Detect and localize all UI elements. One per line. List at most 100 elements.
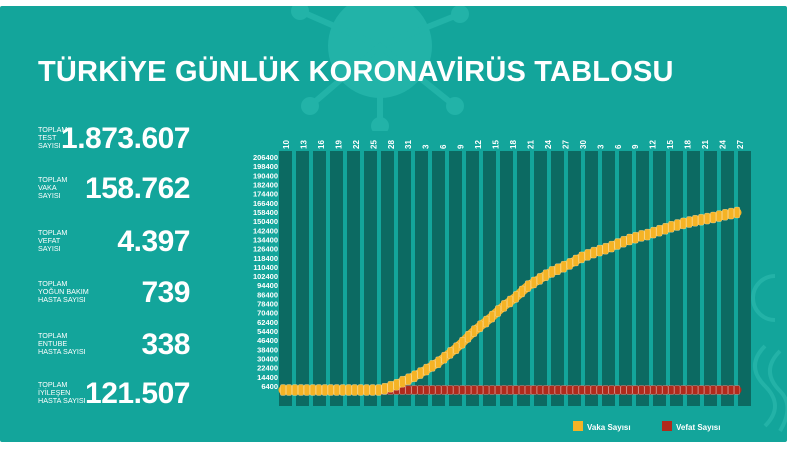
- vaka-point: [716, 210, 722, 222]
- vaka-point: [686, 216, 693, 228]
- vefat-point: [495, 385, 501, 395]
- grid-column-bar: [296, 151, 309, 406]
- vaka-point: [614, 238, 621, 250]
- x-tick-label: 3: [596, 144, 605, 149]
- x-tick-label: 12: [649, 140, 658, 149]
- y-tick-label: 30400: [257, 355, 278, 364]
- grid-column-bar: [602, 151, 615, 406]
- y-tick-label: 110400: [253, 263, 278, 272]
- vaka-point: [572, 254, 579, 267]
- vaka-point: [405, 373, 412, 385]
- y-tick-label: 46400: [257, 336, 278, 345]
- x-tick-label: 21: [701, 140, 710, 149]
- vefat-point: [614, 385, 621, 395]
- y-tick-label: 94400: [257, 281, 278, 290]
- y-tick-label: 174400: [253, 190, 278, 199]
- vefat-point: [411, 385, 418, 395]
- vaka-point: [501, 300, 507, 312]
- vefat-point: [674, 385, 681, 395]
- vefat-point: [560, 385, 567, 395]
- stat-yogun-bakim-label: TOPLAM YOĞUN BAKIM HASTA SAYISI: [38, 279, 89, 304]
- y-tick-label: 14400: [257, 373, 278, 382]
- vaka-point: [548, 266, 555, 278]
- vefat-point: [680, 385, 687, 395]
- x-tick-label: 15: [492, 140, 501, 149]
- page-title: TÜRKİYE GÜNLÜK KORONAVİRÜS TABLOSU: [38, 56, 674, 88]
- grid-column-bar: [483, 151, 496, 406]
- stat-vaka-value: 158.762: [85, 172, 190, 205]
- vefat-point: [596, 385, 603, 395]
- vaka-point: [513, 291, 519, 303]
- vaka-point: [327, 384, 334, 396]
- grid-column-bar: [585, 151, 598, 406]
- grid-column-bar: [653, 151, 666, 406]
- vaka-point: [465, 331, 472, 343]
- x-tick-label: 24: [544, 140, 553, 149]
- y-tick-label: 38400: [257, 345, 278, 354]
- y-tick-label: 158400: [253, 208, 278, 217]
- vaka-point: [435, 356, 442, 368]
- vefat-point: [716, 385, 722, 395]
- y-tick-label: 102400: [253, 272, 278, 281]
- x-tick-label: 9: [457, 144, 466, 149]
- vaka-point: [369, 384, 376, 396]
- vefat-point: [459, 385, 466, 395]
- vaka-point: [698, 213, 705, 226]
- vefat-point: [566, 385, 573, 395]
- grid-column-bar: [398, 151, 411, 406]
- vefat-point: [578, 385, 585, 395]
- grid-column-bar: [721, 151, 734, 406]
- vaka-point: [525, 280, 531, 292]
- y-tick-label: 166400: [253, 199, 278, 208]
- vaka-point: [662, 223, 669, 235]
- y-tick-label: 150400: [253, 217, 278, 226]
- vefat-point: [441, 385, 448, 395]
- stat-yogun-bakim-value: 739: [141, 276, 190, 309]
- vaka-point: [381, 383, 388, 395]
- grid-column-bar: [347, 151, 360, 406]
- vefat-point: [572, 385, 579, 395]
- x-tick-label: 15: [666, 140, 675, 149]
- vaka-point: [704, 212, 711, 225]
- vaka-point: [554, 263, 561, 275]
- y-tick-label: 70400: [257, 309, 278, 318]
- vaka-point: [453, 342, 460, 354]
- x-tick-label: 22: [352, 140, 361, 149]
- legend-label-vefat: Vefat Sayısı: [676, 423, 720, 432]
- grid-column-bar: [704, 151, 717, 406]
- vefat-point: [638, 385, 645, 395]
- y-tick-label: 198400: [253, 162, 278, 171]
- vefat-point: [519, 385, 525, 395]
- vaka-point: [393, 379, 400, 391]
- vaka-point: [692, 215, 699, 227]
- x-tick-label: 28: [387, 140, 396, 149]
- y-tick-label: 54400: [257, 327, 278, 336]
- vefat-point: [668, 385, 675, 395]
- vaka-point: [298, 384, 304, 396]
- stat-iyilesen: TOPLAM İYİLEŞEN HASTA SAYISI 121.507: [38, 369, 190, 411]
- vaka-point: [309, 384, 316, 396]
- stat-test: TOPLAM TEST SAYISI 1.873.607: [38, 114, 190, 156]
- vaka-point: [620, 235, 627, 248]
- vefat-point: [501, 385, 507, 395]
- stat-test-label: TOPLAM TEST SAYISI: [38, 125, 68, 150]
- grid-column-bar: [568, 151, 581, 406]
- vaka-point: [286, 384, 292, 396]
- vefat-point: [608, 385, 615, 395]
- vefat-point: [429, 385, 436, 395]
- vaka-point: [423, 363, 430, 376]
- grid-column-bar: [279, 151, 292, 406]
- y-tick-label: 126400: [253, 245, 278, 254]
- stat-vefat: TOPLAM VEFAT SAYISI 4.397: [38, 217, 190, 259]
- vaka-point: [345, 384, 352, 396]
- vaka-point: [710, 211, 717, 224]
- vefat-point: [471, 385, 478, 395]
- x-tick-label: 18: [509, 140, 518, 149]
- x-tick-label: 6: [439, 144, 448, 149]
- vaka-point: [351, 384, 358, 396]
- y-tick-label: 182400: [253, 180, 278, 189]
- vefat-point: [704, 385, 711, 395]
- vaka-point: [333, 384, 340, 396]
- infographic-panel: TÜRKİYE GÜNLÜK KORONAVİRÜS TABLOSU TOPLA…: [0, 6, 787, 442]
- vefat-point: [483, 385, 490, 395]
